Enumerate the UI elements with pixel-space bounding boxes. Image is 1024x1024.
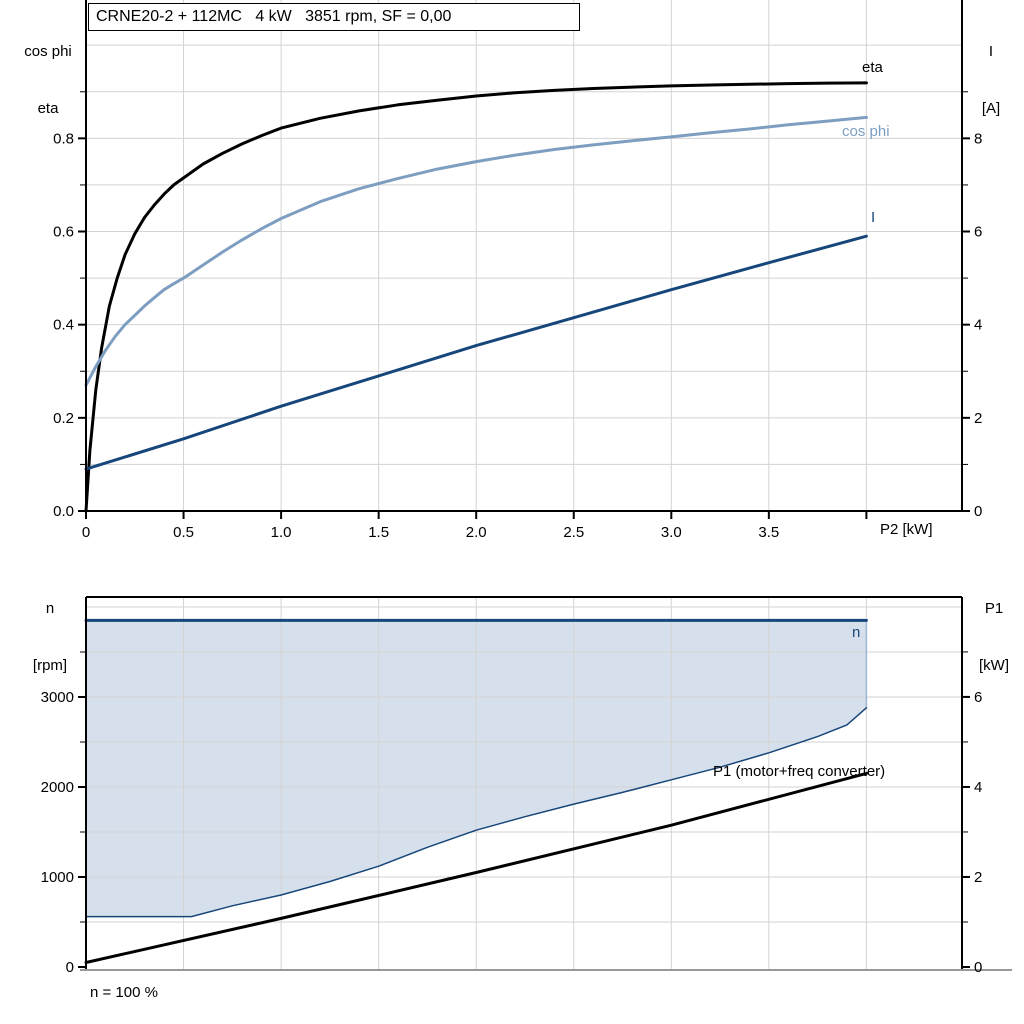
y-left-tick-label: 1000 — [41, 869, 74, 886]
y-right-tick-label: 2 — [974, 869, 982, 886]
bottom-right-axis-label: P1 [kW] — [966, 561, 1022, 713]
curve-label-n: n — [852, 624, 861, 641]
x-tick-label: 1.0 — [271, 524, 292, 541]
series-eta — [84, 81, 868, 513]
series-cos-phi — [84, 115, 868, 387]
y-right-tick-label: 2 — [974, 410, 982, 427]
y-left-tick-label: 0.4 — [53, 317, 74, 334]
axis-label-rpm: [rpm] — [32, 657, 68, 674]
y-left-tick-label: 2000 — [41, 779, 74, 796]
speed-footnote: n = 100 % — [90, 984, 158, 1001]
axis-label-eta: eta — [37, 100, 59, 117]
x-tick-label: 3.5 — [758, 524, 779, 541]
axis-label-I: I — [988, 43, 994, 60]
x-tick-label: 2.0 — [466, 524, 487, 541]
y-right-tick-label: 0 — [974, 959, 982, 976]
y-right-tick-label: 6 — [974, 689, 982, 706]
bottom-left-axis-label: n [rpm] — [16, 561, 84, 713]
axis-label-n: n — [45, 600, 55, 617]
curve-label-current: I — [871, 209, 876, 226]
y-left-tick-label: 0.8 — [53, 130, 74, 147]
y-left-tick-label: 0.6 — [53, 224, 74, 241]
top-left-axis-label: cos phi eta — [10, 4, 86, 156]
series-n-min-boundary — [85, 707, 868, 918]
chart-title: CRNE20-2 + 112MC 4 kW 3851 rpm, SF = 0,0… — [88, 3, 580, 31]
y-left-tick-label: 0.0 — [53, 503, 74, 520]
x-tick-label: 1.5 — [368, 524, 389, 541]
x-tick-label: 3.0 — [661, 524, 682, 541]
curve-label-p1: P1 (motor+freq converter) — [713, 763, 886, 780]
x-tick-label: 0.5 — [173, 524, 194, 541]
x-tick-label: 2.5 — [563, 524, 584, 541]
axis-label-P1: P1 — [984, 600, 1004, 617]
curve-label-eta: eta — [862, 59, 883, 76]
top-right-axis-label: I [A] — [964, 4, 1018, 156]
x-tick-label: 0 — [82, 524, 90, 541]
series-i — [84, 234, 868, 471]
y-right-tick-label: 6 — [974, 224, 982, 241]
axis-label-cos-phi: cos phi — [24, 43, 72, 60]
series-p1-motor-freq-converter- — [84, 771, 868, 964]
y-right-tick-label: 4 — [974, 779, 982, 796]
axis-label-kW: [kW] — [979, 657, 1009, 674]
axis-label-A: [A] — [981, 100, 1001, 117]
y-left-tick-label: 3000 — [41, 689, 74, 706]
y-right-tick-label: 0 — [974, 503, 982, 520]
curve-label-cos-phi: cos phi — [842, 123, 890, 140]
y-right-tick-label: 4 — [974, 317, 982, 334]
y-left-tick-label: 0 — [66, 959, 74, 976]
y-right-tick-label: 8 — [974, 130, 982, 147]
top-x-axis-label: P2 [kW] — [880, 521, 933, 538]
y-left-tick-label: 0.2 — [53, 410, 74, 427]
